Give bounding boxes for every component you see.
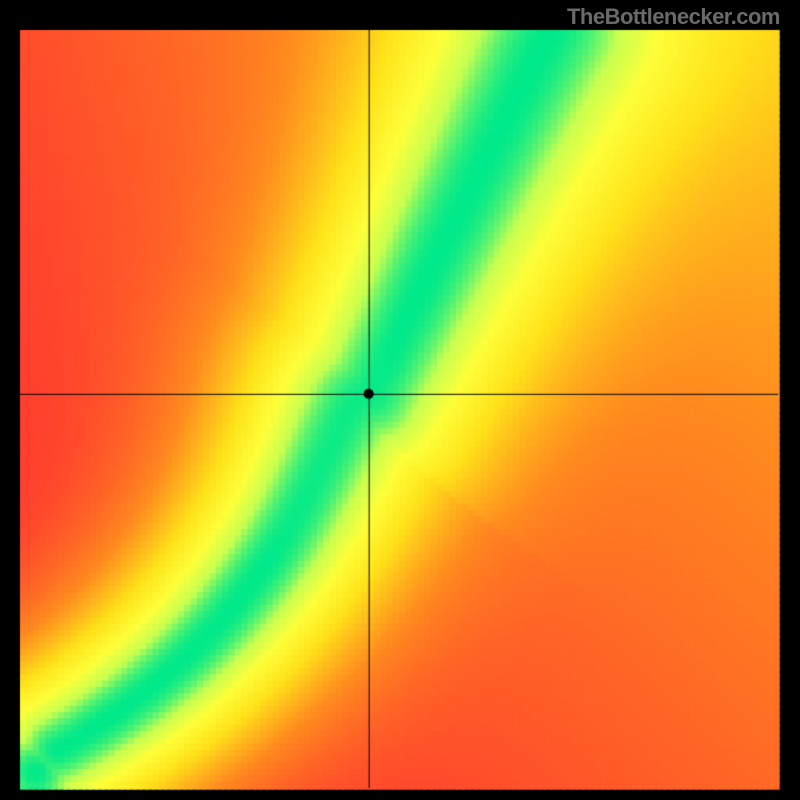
watermark-text: TheBottlenecker.com [567,4,780,30]
bottleneck-heatmap-canvas [0,0,800,800]
